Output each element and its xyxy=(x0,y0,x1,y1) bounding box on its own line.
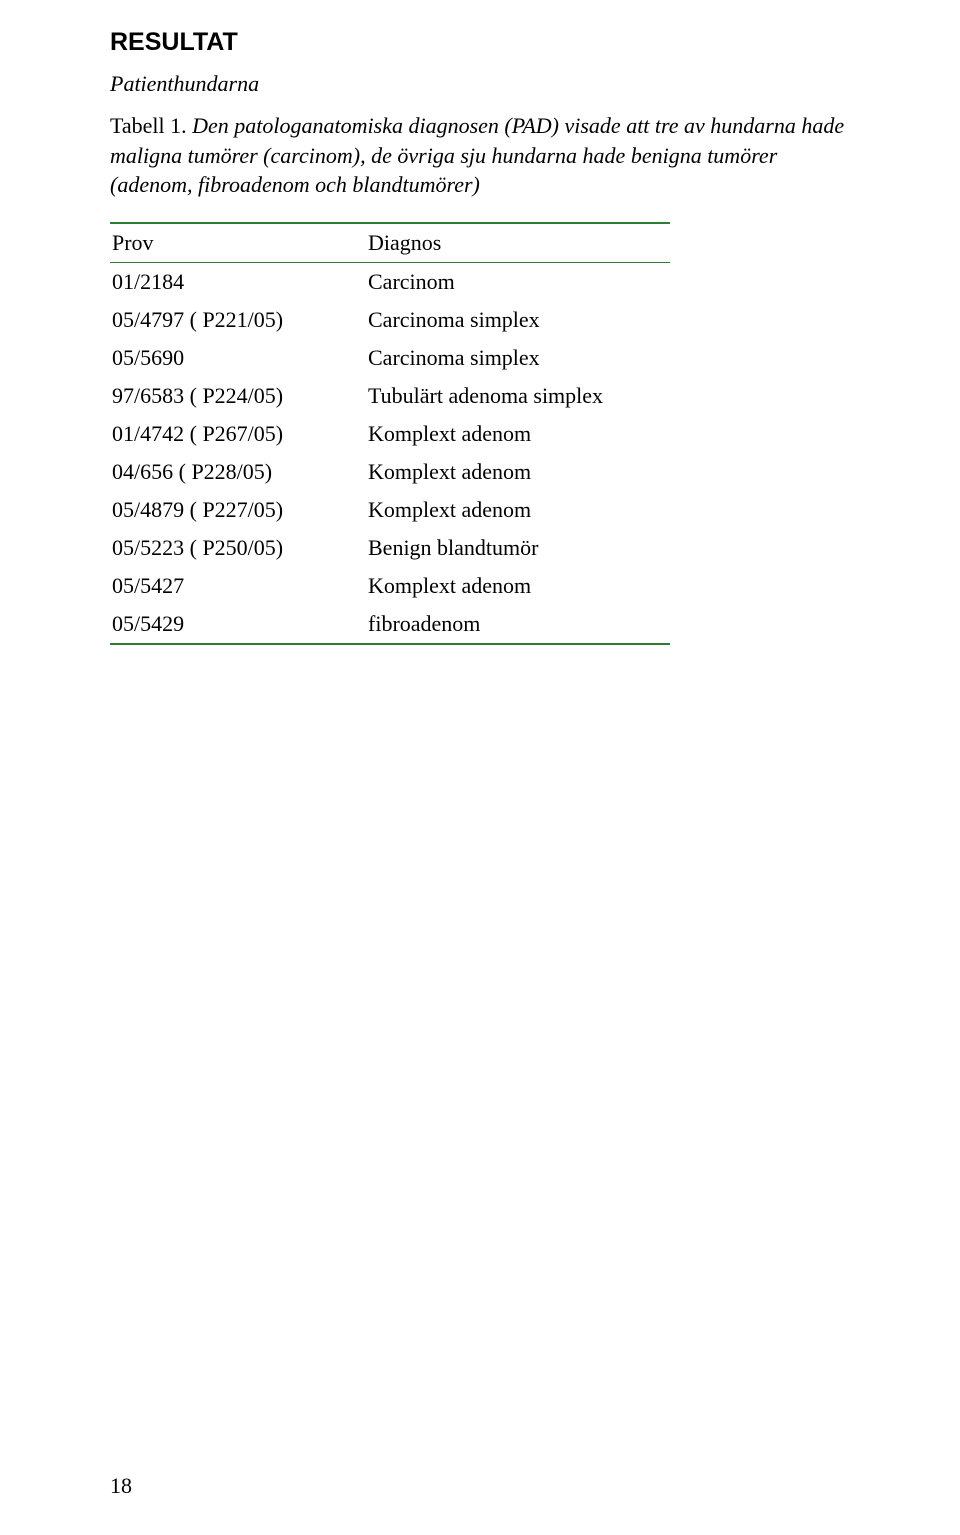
table-row: 01/2184 Carcinom xyxy=(110,263,670,302)
table-row: 97/6583 ( P224/05) Tubulärt adenoma simp… xyxy=(110,377,670,415)
cell-prov: 01/2184 xyxy=(110,263,366,302)
table-row: 05/4879 ( P227/05) Komplext adenom xyxy=(110,491,670,529)
table-row: 05/5223 ( P250/05) Benign blandtumör xyxy=(110,529,670,567)
col-header-diagnos: Diagnos xyxy=(366,223,670,263)
cell-prov: 05/5429 xyxy=(110,605,366,644)
cell-diagnos: Komplext adenom xyxy=(366,491,670,529)
cell-prov: 01/4742 ( P267/05) xyxy=(110,415,366,453)
table-row: 05/5690 Carcinoma simplex xyxy=(110,339,670,377)
cell-prov: 04/656 ( P228/05) xyxy=(110,453,366,491)
cell-diagnos: Komplext adenom xyxy=(366,567,670,605)
table-row: 05/5427 Komplext adenom xyxy=(110,567,670,605)
cell-diagnos: Komplext adenom xyxy=(366,453,670,491)
table-row: 05/4797 ( P221/05) Carcinoma simplex xyxy=(110,301,670,339)
cell-diagnos: Carcinoma simplex xyxy=(366,301,670,339)
results-table: Prov Diagnos 01/2184 Carcinom 05/4797 ( … xyxy=(110,222,670,645)
cell-diagnos: fibroadenom xyxy=(366,605,670,644)
cell-diagnos: Tubulärt adenoma simplex xyxy=(366,377,670,415)
cell-prov: 97/6583 ( P224/05) xyxy=(110,377,366,415)
cell-prov: 05/4879 ( P227/05) xyxy=(110,491,366,529)
cell-diagnos: Carcinom xyxy=(366,263,670,302)
table-header-row: Prov Diagnos xyxy=(110,223,670,263)
table-caption: Tabell 1. Den patologanatomiska diagnose… xyxy=(110,111,850,200)
col-header-prov: Prov xyxy=(110,223,366,263)
section-subtitle: Patienthundarna xyxy=(110,71,850,97)
table-row: 04/656 ( P228/05) Komplext adenom xyxy=(110,453,670,491)
cell-diagnos: Komplext adenom xyxy=(366,415,670,453)
caption-body: Den patologanatomiska diagnosen (PAD) vi… xyxy=(110,113,844,197)
cell-prov: 05/4797 ( P221/05) xyxy=(110,301,366,339)
cell-prov: 05/5223 ( P250/05) xyxy=(110,529,366,567)
table-row: 05/5429 fibroadenom xyxy=(110,605,670,644)
cell-diagnos: Benign blandtumör xyxy=(366,529,670,567)
caption-lead: Tabell 1. xyxy=(110,113,187,138)
cell-diagnos: Carcinoma simplex xyxy=(366,339,670,377)
table-row: 01/4742 ( P267/05) Komplext adenom xyxy=(110,415,670,453)
page-number: 18 xyxy=(110,1473,132,1499)
section-title: RESULTAT xyxy=(110,28,850,57)
cell-prov: 05/5427 xyxy=(110,567,366,605)
cell-prov: 05/5690 xyxy=(110,339,366,377)
